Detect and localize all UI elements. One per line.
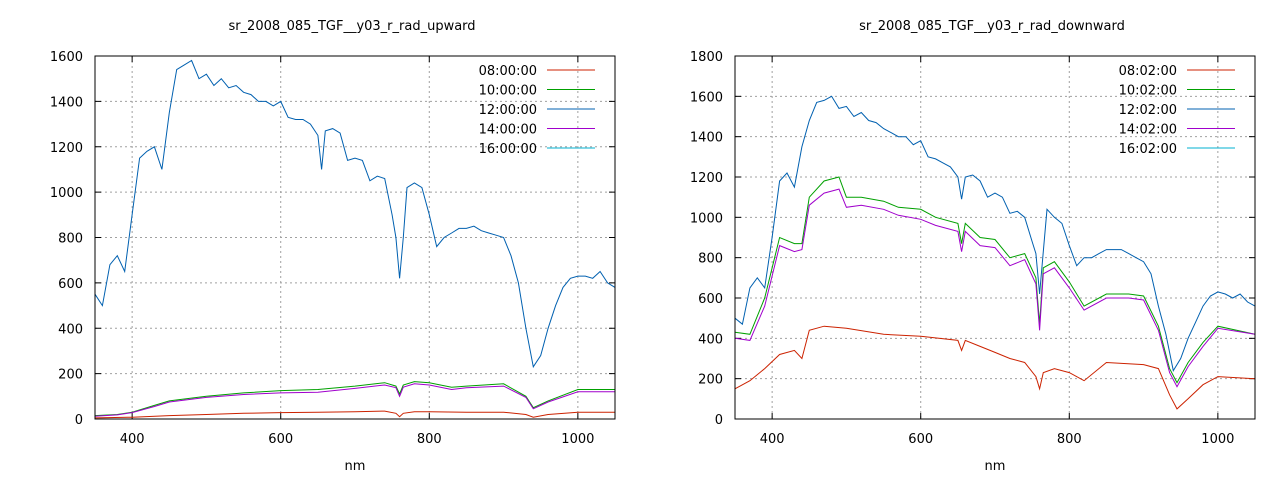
chart-0-xlabel: nm — [345, 459, 366, 474]
chart-1-legend-label-1: 10:02:00 — [1119, 84, 1177, 99]
chart-1-ytick-label-9: 1800 — [690, 50, 723, 65]
chart-1-series-3 — [734, 188, 1256, 388]
chart-0-xtick-label-1: 600 — [268, 432, 293, 447]
chart-0-title: sr_2008_085_TGF__y03_r_rad_upward — [228, 19, 475, 34]
chart-1-series-0 — [734, 325, 1256, 410]
chart-0-xtick-label-0: 400 — [120, 432, 145, 447]
chart-0-series-1 — [94, 381, 615, 417]
chart-0-ytick-label-1: 200 — [58, 368, 83, 383]
chart-0-legend-label-2: 12:00:00 — [479, 103, 537, 118]
chart-1-ytick-label-5: 1000 — [690, 211, 723, 226]
chart-1-ytick-label-2: 400 — [698, 332, 723, 347]
chart-0-legend-label-3: 14:00:00 — [479, 123, 537, 138]
chart-0-ytick-label-2: 400 — [58, 322, 83, 337]
chart-0-xtick-label-2: 800 — [417, 432, 442, 447]
chart-1-xtick-label-3: 1000 — [1201, 432, 1234, 447]
chart-1-ytick-label-3: 600 — [698, 292, 723, 307]
chart-0-ytick-label-6: 1200 — [50, 141, 83, 156]
chart-1-xlabel: nm — [985, 459, 1006, 474]
chart-1-ytick-label-6: 1200 — [690, 171, 723, 186]
chart-1-xtick-label-2: 800 — [1057, 432, 1082, 447]
chart-0-series-0 — [94, 410, 615, 419]
chart-1-xtick-label-1: 600 — [908, 432, 933, 447]
chart-1-legend-label-0: 08:02:00 — [1119, 64, 1177, 79]
chart-0-ytick-label-3: 600 — [58, 277, 83, 292]
chart-0-ytick-label-0: 0 — [75, 413, 83, 428]
chart-1-series-2 — [734, 95, 1256, 372]
chart-1-ytick-label-4: 800 — [698, 252, 723, 267]
chart-0-frame — [94, 55, 616, 420]
chart-1-legend-label-2: 12:02:00 — [1119, 103, 1177, 118]
chart-0-ytick-label-4: 800 — [58, 232, 83, 247]
chart-1-series-1 — [734, 176, 1256, 384]
chart-0-legend-label-4: 16:00:00 — [479, 142, 537, 157]
chart-1-ytick-label-8: 1600 — [690, 90, 723, 105]
chart-0-ytick-label-7: 1400 — [50, 95, 83, 110]
chart-0-legend-label-0: 08:00:00 — [479, 64, 537, 79]
chart-1-frame — [734, 55, 1256, 420]
chart-1-xtick-label-0: 400 — [760, 432, 785, 447]
chart-1-ytick-label-1: 200 — [698, 373, 723, 388]
chart-1-legend-label-3: 14:02:00 — [1119, 123, 1177, 138]
chart-0-series-2 — [94, 59, 616, 369]
chart-0-series-3 — [94, 383, 615, 417]
chart-1-ytick-label-7: 1400 — [690, 131, 723, 146]
chart-0-ytick-label-8: 1600 — [50, 50, 83, 65]
chart-1-ytick-label-0: 0 — [715, 413, 723, 428]
chart-0-legend-label-1: 10:00:00 — [479, 84, 537, 99]
chart-0-ytick-label-5: 1000 — [50, 186, 83, 201]
chart-0-xtick-label-3: 1000 — [561, 432, 594, 447]
chart-1-title: sr_2008_085_TGF__y03_r_rad_downward — [859, 19, 1125, 34]
chart-1-legend-label-4: 16:02:00 — [1119, 142, 1177, 157]
